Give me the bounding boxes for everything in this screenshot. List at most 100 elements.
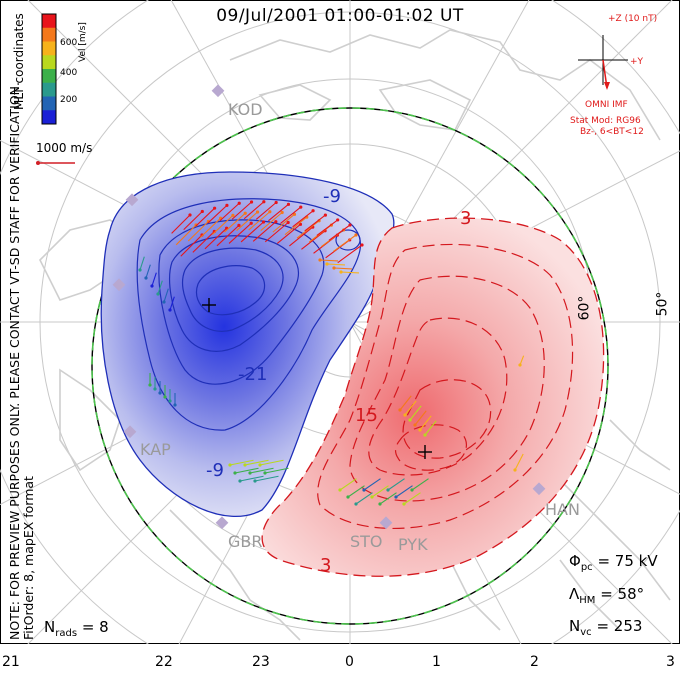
velocity-vector [243, 201, 265, 220]
contour-label: 15 [355, 405, 378, 426]
velocity-vector [333, 267, 353, 270]
velocity-vector-origin [168, 308, 172, 312]
velocity-vector-origin [354, 233, 358, 237]
velocity-vector-origin [418, 428, 422, 432]
stat-model-label: Stat Mod: RG96 [570, 116, 641, 126]
velocity-vector [268, 203, 289, 222]
velocity-vector [252, 221, 277, 242]
velocity-vector-origin [292, 212, 297, 216]
velocity-vector-origin [370, 495, 374, 499]
colorbar-swatch [42, 96, 56, 111]
velocity-vector [363, 478, 381, 491]
velocity-vector [212, 214, 234, 235]
colorbar-label: Vel [m/s] [78, 22, 88, 62]
velocity-vector [236, 211, 258, 231]
positive-contour-4 [368, 317, 508, 476]
velocity-vector [249, 467, 274, 474]
velocity-vector [337, 244, 363, 264]
velocity-vector [231, 201, 252, 220]
velocity-vector [289, 226, 314, 247]
velocity-vector [204, 227, 227, 250]
velocity-vector [404, 400, 417, 416]
colorbar-swatch [42, 55, 56, 70]
velocity-vector [424, 420, 437, 436]
velocity-vector [151, 272, 157, 287]
velocity-vector [280, 206, 302, 224]
velocity-vector-origin [413, 423, 417, 427]
velocity-vector [216, 224, 240, 247]
velocity-vector-origin [402, 502, 406, 506]
reference-vector [36, 161, 75, 165]
velocity-vector [264, 467, 289, 474]
preview-note: NOTE: FOR PREVIEW PURPOSES ONLY. PLEASE … [7, 82, 36, 640]
positive-contour-3 [349, 275, 545, 502]
velocity-vector-origin [228, 463, 232, 467]
positive-contour-2 [317, 243, 574, 529]
velocity-vector-origin [243, 211, 247, 215]
velocity-vector [187, 221, 209, 242]
velocity-vector-origin [150, 284, 154, 288]
colorbar-swatch [42, 14, 56, 29]
velocity-vector-origin [362, 488, 366, 492]
velocity-vector [239, 475, 264, 482]
site-label: PYK [398, 535, 428, 554]
colorbar-swatch [42, 41, 56, 56]
velocity-vector [326, 263, 346, 266]
site-label: KAP [140, 440, 171, 459]
colorbar-swatch [42, 69, 56, 84]
velocity-vector-origin [325, 262, 329, 266]
lambda-hm-stat: ΛHM = 58° [569, 585, 645, 606]
mlt-label: 23 [252, 654, 270, 670]
velocity-vector-origin [163, 395, 167, 399]
velocity-vector [171, 214, 191, 234]
velocity-vector-origin [336, 218, 340, 222]
velocity-vector [234, 467, 259, 474]
contour-label: 3 [460, 208, 472, 229]
velocity-vector-origin [168, 399, 172, 403]
n-rads-stat: Nrads = 8 [44, 618, 109, 639]
velocity-vector-origin [348, 223, 352, 227]
velocity-vector [228, 222, 252, 244]
velocity-vector-origin [255, 210, 260, 214]
n-rads-value: = 8 [81, 618, 109, 636]
velocity-vector-origin [394, 495, 398, 499]
velocity-vector [301, 230, 326, 250]
positive-cell-fill [261, 217, 605, 577]
phi-pc-stat: Φpc = 75 kV [569, 552, 658, 573]
velocity-vector-origin [398, 408, 402, 412]
velocity-vector [519, 355, 525, 366]
negative-secondary [335, 229, 361, 251]
velocity-vector [139, 256, 145, 271]
velocity-vector [195, 207, 215, 227]
positive-contour-core [394, 424, 467, 471]
velocity-vector [514, 453, 524, 471]
latitude-label: 50° [654, 291, 671, 317]
velocity-vector [347, 485, 365, 498]
n-vc-stat: Nvc = 253 [569, 617, 643, 638]
velocity-vector [419, 415, 432, 431]
velocity-vector-origin [339, 270, 343, 274]
velocity-vector-origin [249, 200, 254, 204]
colorbar-swatch [42, 27, 56, 42]
phi-pc-value: = 75 kV [597, 552, 658, 570]
velocity-vector-origin [253, 479, 257, 483]
velocity-vector-origin [298, 222, 303, 226]
contour-label: -9 [323, 186, 341, 207]
velocity-vector-origin [243, 463, 247, 467]
velocity-vector-origin [213, 206, 217, 210]
velocity-vector-origin [403, 413, 407, 417]
velocity-vector [199, 217, 221, 238]
velocity-vector-origin [280, 210, 284, 215]
velocity-vector-origin [249, 221, 253, 225]
velocity-vector [219, 202, 240, 222]
velocity-vector-origin [286, 220, 290, 225]
velocity-vector [169, 296, 175, 311]
latitude-label: 60° [576, 295, 593, 321]
velocity-colorbar [42, 14, 56, 125]
colorbar-tick: 600 [60, 38, 78, 48]
mlt-label: 0 [345, 654, 354, 670]
velocity-vector-origin [162, 300, 166, 304]
velocity-vector-origin [231, 213, 235, 217]
contour-label: -21 [238, 364, 268, 385]
